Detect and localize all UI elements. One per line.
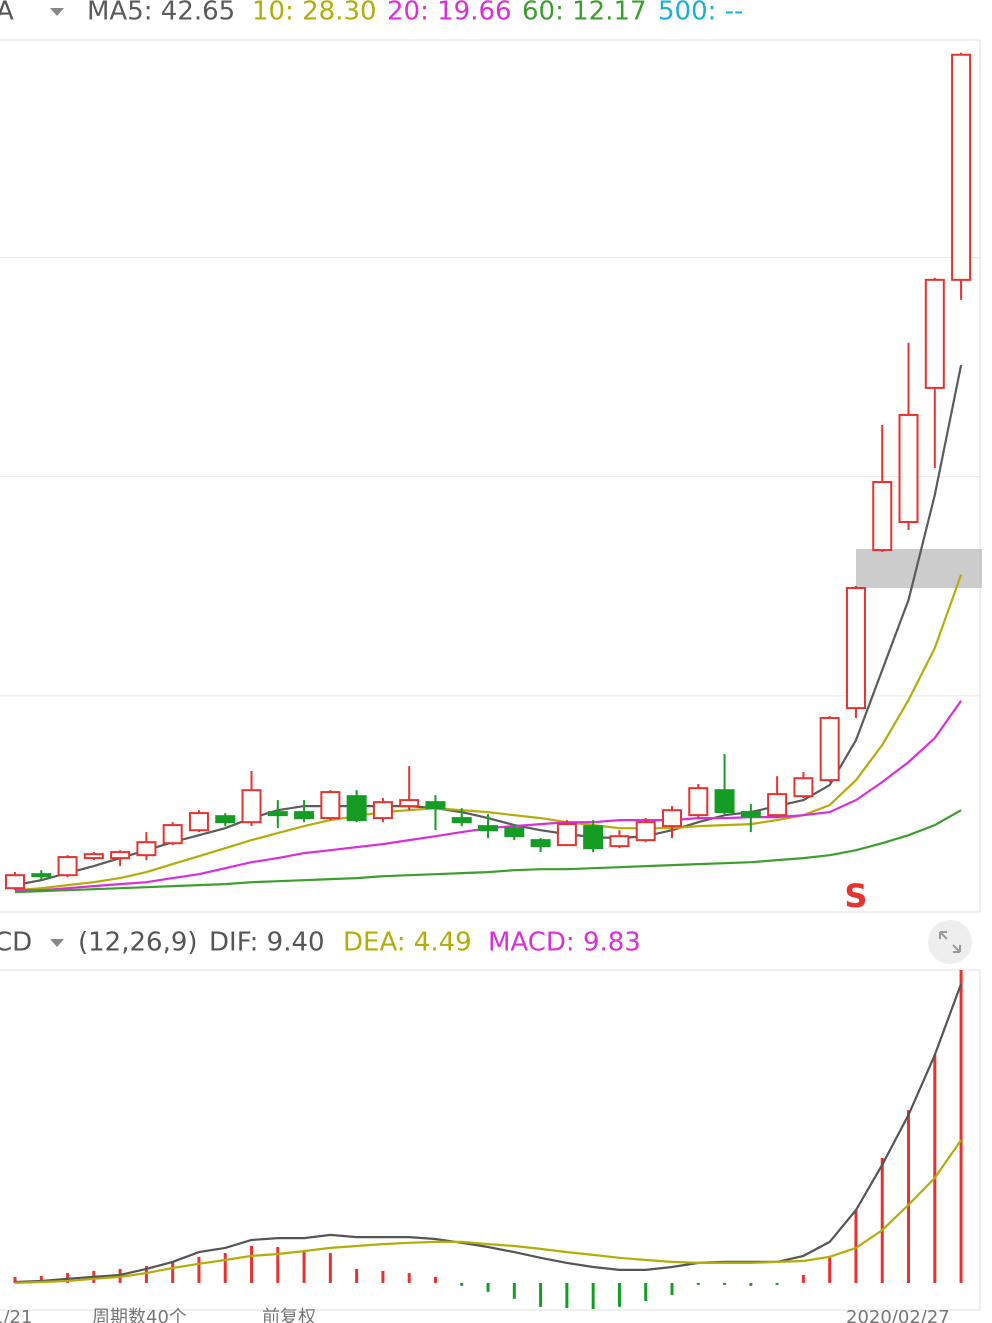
legend-entry: 60: 12.17	[522, 0, 647, 27]
footer-text: 2020/02/27	[846, 1307, 950, 1323]
panel-title: A	[0, 0, 14, 27]
candle-body	[504, 827, 525, 838]
candle-body	[635, 821, 656, 842]
candle-body	[714, 789, 735, 814]
footer-text: 周期数40个	[92, 1307, 187, 1323]
candle-body	[951, 53, 972, 281]
candle-body	[267, 811, 288, 817]
candle-body	[872, 480, 893, 552]
candle-body	[740, 811, 761, 818]
expand-circle[interactable]	[928, 920, 972, 964]
candle-body	[609, 835, 630, 848]
candle-body	[5, 874, 25, 890]
candle-body	[530, 839, 551, 848]
candle-body	[478, 825, 499, 832]
candle-body	[898, 413, 919, 524]
footer-text: 前复权	[262, 1307, 316, 1323]
candle-body	[924, 278, 945, 389]
legend-entry: MACD: 9.83	[488, 928, 641, 958]
legend-entry: DEA: 4.49	[343, 928, 472, 958]
candle-body	[320, 791, 341, 820]
candle-body	[57, 856, 78, 877]
expand-icon[interactable]	[939, 931, 961, 953]
candle-body	[110, 851, 131, 860]
line	[14, 983, 963, 1284]
candle-body	[241, 789, 262, 824]
candle-body	[399, 799, 420, 808]
candle-body	[372, 801, 393, 820]
candle-body	[136, 841, 157, 857]
legend-entry: DIF: 9.40	[209, 928, 325, 958]
candle-body	[425, 801, 446, 810]
macd-params: (12,26,9)	[78, 928, 198, 958]
candle-body	[583, 825, 604, 850]
legend-entry: 10: 28.30	[252, 0, 377, 27]
candle-body	[162, 824, 183, 845]
candle-body	[793, 777, 814, 798]
candle-body	[688, 787, 709, 817]
line	[14, 1139, 963, 1284]
line	[14, 809, 962, 894]
panel-title: CD	[0, 928, 32, 958]
candle-body	[83, 853, 104, 860]
legend-entry: 20: 19.66	[387, 0, 512, 27]
dropdown-arrow[interactable]	[50, 8, 64, 16]
candle-body	[662, 809, 682, 828]
candle-body	[767, 793, 788, 817]
candle-body	[188, 812, 209, 832]
candle-body	[31, 873, 52, 878]
annotation: S	[844, 877, 867, 915]
candle-body	[845, 587, 866, 710]
footer-text: 1/21	[0, 1307, 32, 1323]
candle-body	[451, 817, 472, 824]
candle-body	[346, 795, 367, 822]
candle-body	[294, 811, 315, 820]
candle-body	[215, 815, 236, 824]
legend-entry: 500: --	[658, 0, 743, 27]
legend-entry: MA5: 42.65	[87, 0, 235, 27]
candle-body	[556, 823, 577, 847]
expand-button[interactable]	[928, 920, 972, 964]
dropdown-arrow[interactable]	[50, 939, 64, 947]
candle-body	[819, 717, 840, 782]
